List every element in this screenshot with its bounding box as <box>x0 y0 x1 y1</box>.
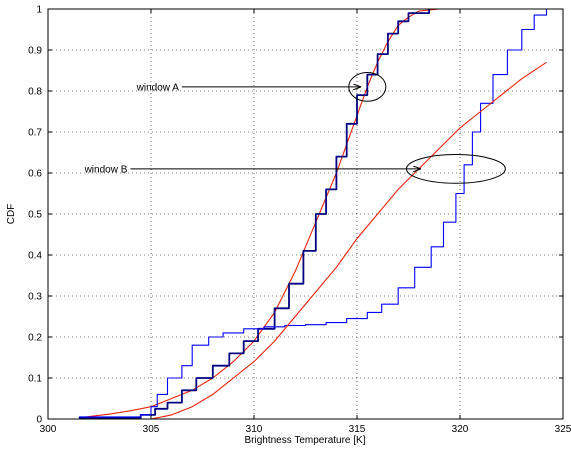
series-line-3 <box>78 9 548 418</box>
annotation-ellipse <box>405 154 506 184</box>
x-tick-label: 315 <box>349 424 366 435</box>
y-tick-label: 0.7 <box>28 128 42 139</box>
y-tick-label: 0 <box>36 415 42 426</box>
y-tick-label: 1 <box>36 5 42 16</box>
series-line-2 <box>78 9 430 419</box>
grid <box>48 9 563 419</box>
x-tick-label: 300 <box>40 424 57 435</box>
ticks: 300 305 310 315 320 325 0 0.1 0.2 0.3 0.4 0.5 0.6 0.7… <box>28 5 571 436</box>
y-tick-label: 0.8 <box>28 87 42 98</box>
annotations: window A window B <box>84 72 506 184</box>
plot-background <box>48 9 563 419</box>
y-axis-label: CDF <box>6 204 17 225</box>
y-tick-label: 0.9 <box>28 46 42 57</box>
x-tick-label: 305 <box>143 424 160 435</box>
x-tick-label: 310 <box>246 424 263 435</box>
y-tick-label: 0.6 <box>28 169 42 180</box>
y-tick-label: 0.5 <box>28 210 42 221</box>
annotation-label: window B <box>84 164 128 175</box>
annotation-label: window A <box>136 82 180 93</box>
annotation-ellipse <box>348 72 387 102</box>
x-tick-label: 325 <box>555 424 571 435</box>
series-group <box>78 8 548 420</box>
x-axis-label: Brightness Temperature [K] <box>245 435 366 446</box>
y-tick-label: 0.2 <box>28 333 42 344</box>
x-tick-label: 320 <box>452 424 469 435</box>
y-tick-label: 0.3 <box>28 292 42 303</box>
y-tick-label: 0.1 <box>28 374 42 385</box>
series-line-4 <box>150 61 547 420</box>
y-tick-label: 0.4 <box>28 251 42 262</box>
